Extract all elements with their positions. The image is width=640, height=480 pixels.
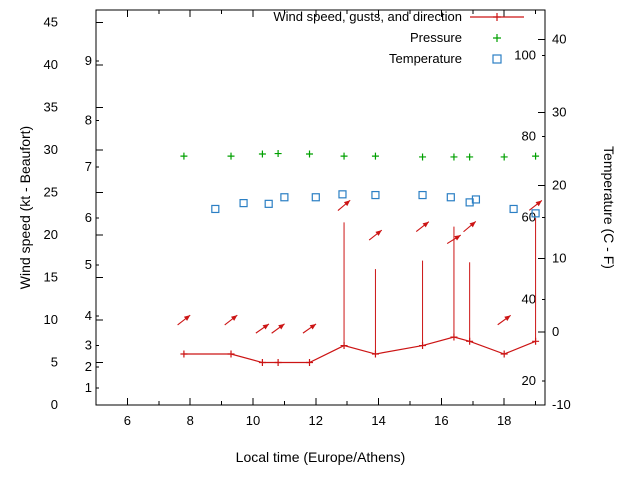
svg-text:Temperature: Temperature	[389, 51, 462, 66]
svg-text:-10: -10	[552, 397, 571, 412]
svg-text:Local time (Europe/Athens): Local time (Europe/Athens)	[236, 449, 406, 465]
axis-tick-labels: 6 8 10 12 14 16 18051015202530354045123456789-…	[44, 15, 571, 428]
svg-text:5: 5	[85, 257, 92, 272]
svg-text:16: 16	[434, 413, 448, 428]
svg-text:30: 30	[552, 104, 566, 119]
svg-text:20: 20	[552, 178, 566, 193]
svg-text:6: 6	[124, 413, 131, 428]
legend-entry-square: Temperature	[389, 51, 502, 66]
pressure-series	[180, 150, 540, 161]
svg-text:20: 20	[522, 373, 536, 388]
svg-text:0: 0	[552, 324, 559, 339]
legend-entry-line-plus: Wind speed, gusts, and direction	[273, 9, 524, 24]
svg-text:25: 25	[44, 185, 58, 200]
svg-text:Pressure: Pressure	[410, 30, 462, 45]
svg-text:18: 18	[497, 413, 511, 428]
svg-text:45: 45	[44, 15, 58, 30]
wind-series	[180, 218, 540, 367]
legend: Wind speed, gusts, and direction Pressure…	[273, 9, 524, 66]
svg-text:10: 10	[44, 312, 58, 327]
legend-entry-plus: Pressure	[410, 30, 501, 45]
axis-titles: Local time (Europe/Athens) Wind speed (kt…	[17, 126, 617, 465]
svg-text:80: 80	[522, 129, 536, 144]
svg-text:14: 14	[371, 413, 385, 428]
svg-text:7: 7	[85, 159, 92, 174]
svg-text:40: 40	[44, 57, 58, 72]
svg-text:8: 8	[85, 112, 92, 127]
svg-text:8: 8	[187, 413, 194, 428]
svg-text:Wind speed (kt - Beaufort): Wind speed (kt - Beaufort)	[17, 126, 33, 289]
svg-text:15: 15	[44, 270, 58, 285]
svg-text:20: 20	[44, 227, 58, 242]
svg-text:10: 10	[552, 251, 566, 266]
svg-text:9: 9	[85, 53, 92, 68]
svg-text:12: 12	[309, 413, 323, 428]
svg-text:35: 35	[44, 100, 58, 115]
svg-text:Wind speed, gusts, and directi: Wind speed, gusts, and direction	[273, 9, 462, 24]
svg-text:100: 100	[514, 47, 536, 62]
svg-text:30: 30	[44, 142, 58, 157]
svg-text:2: 2	[85, 359, 92, 374]
axes	[95, 9, 546, 406]
svg-text:1: 1	[85, 380, 92, 395]
svg-text:Temperature (C - F): Temperature (C - F)	[601, 146, 617, 269]
svg-text:3: 3	[85, 338, 92, 353]
svg-text:6: 6	[85, 210, 92, 225]
svg-text:0: 0	[51, 397, 58, 412]
temperature-series	[211, 190, 540, 218]
svg-text:4: 4	[85, 308, 92, 323]
svg-text:10: 10	[246, 413, 260, 428]
svg-text:40: 40	[522, 292, 536, 307]
svg-text:5: 5	[51, 355, 58, 370]
svg-text:40: 40	[552, 31, 566, 46]
wind-direction-arrows	[177, 199, 543, 334]
